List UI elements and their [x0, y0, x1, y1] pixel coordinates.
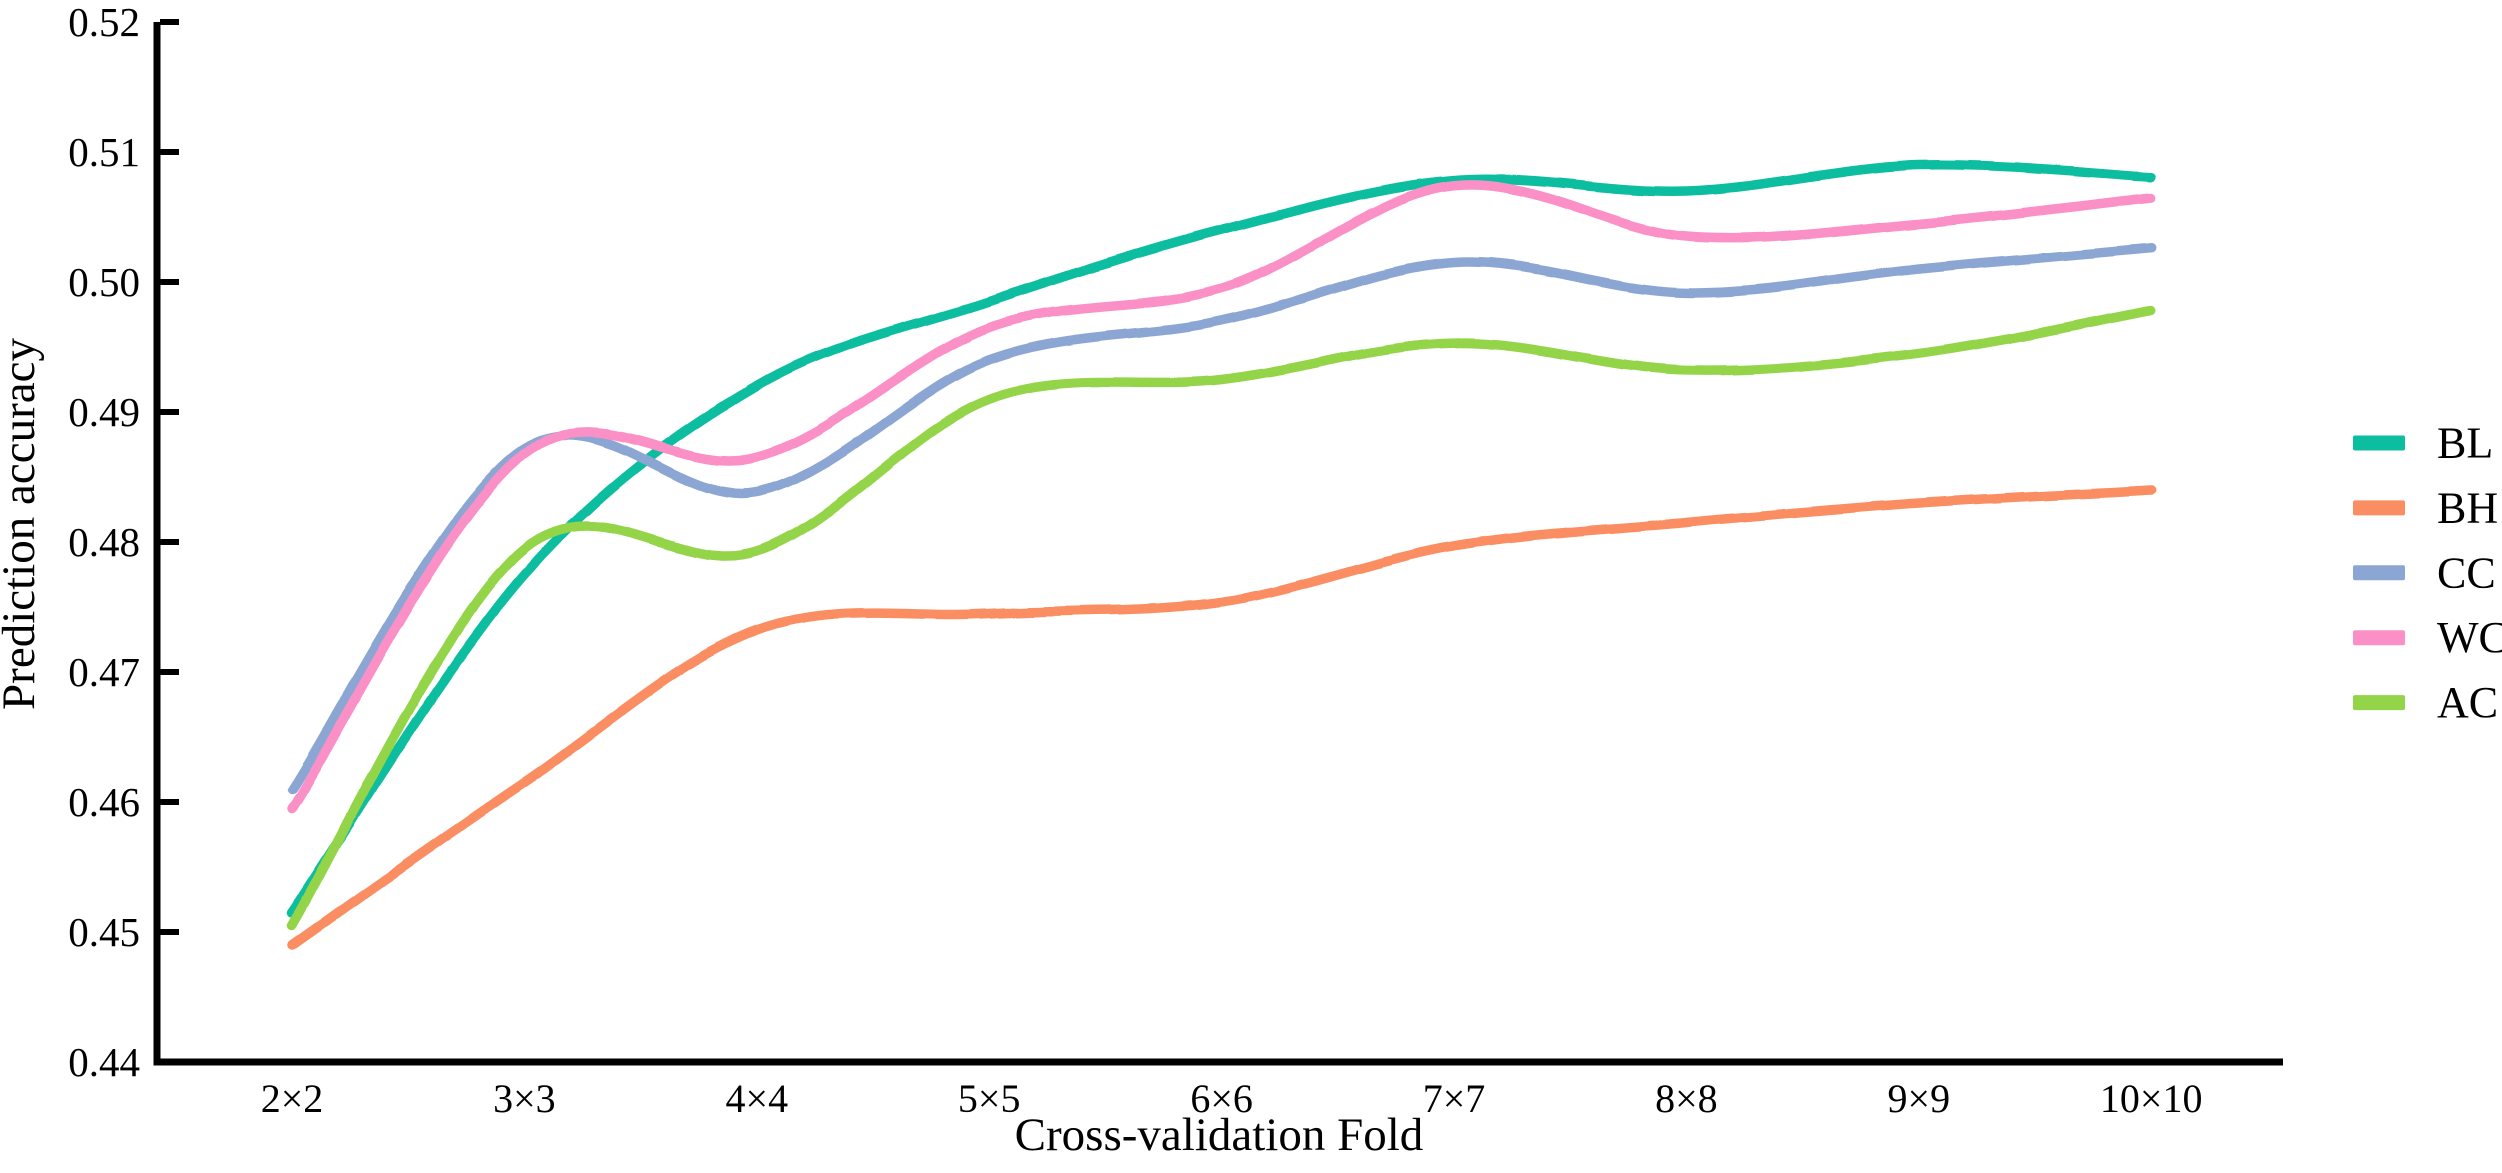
legend-item-WC: WC [2353, 613, 2502, 662]
legend-swatch [2353, 435, 2405, 451]
legend-swatch [2353, 695, 2405, 711]
series-line-BH [287, 485, 2156, 950]
x-tick-label: 7×7 [1423, 1076, 1486, 1121]
legend-swatch [2353, 630, 2405, 646]
legend: BL BH CC WC AC [2353, 419, 2502, 727]
x-axis-title: Cross-validation Fold [1015, 1109, 1424, 1161]
legend-item-BL: BL [2353, 419, 2493, 468]
y-tick-label: 0.47 [68, 649, 140, 695]
legend-label: WC [2437, 613, 2502, 662]
x-tick-label: 5×5 [958, 1076, 1021, 1121]
y-tick-label: 0.44 [68, 1039, 140, 1085]
legend-item-BH: BH [2353, 483, 2498, 532]
legend-label: BL [2437, 419, 2493, 468]
y-tick-label: 0.50 [68, 259, 140, 305]
series-line-WC [287, 180, 2156, 814]
x-tick-label: 3×3 [493, 1076, 556, 1121]
y-tick-label: 0.51 [68, 129, 140, 175]
x-tick-label: 8×8 [1655, 1076, 1718, 1121]
series-line-AC [287, 305, 2156, 931]
x-tick-label: 4×4 [726, 1076, 789, 1121]
series-line-BL [287, 159, 2156, 918]
y-tick-label: 0.48 [68, 519, 140, 565]
legend-swatch [2353, 565, 2405, 581]
x-tick-label: 9×9 [1888, 1076, 1951, 1121]
legend-label: CC [2437, 548, 2496, 597]
y-axis-title: Prediction accuracy [0, 338, 45, 710]
x-tick-label: 6×6 [1190, 1076, 1253, 1121]
axes [153, 19, 2283, 1066]
legend-swatch [2353, 500, 2405, 516]
y-tick-label: 0.49 [68, 389, 140, 435]
series-lines [287, 159, 2156, 950]
legend-label: BH [2437, 483, 2498, 532]
legend-item-CC: CC [2353, 548, 2496, 597]
x-tick-label: 2×2 [261, 1076, 324, 1121]
y-axis-tick-labels: 0.44 0.45 0.46 0.47 0.48 0.49 0.50 0.51 0.52 [68, 0, 140, 1085]
x-tick-label: 10×10 [2100, 1076, 2203, 1121]
x-axis-tick-labels: 2×2 3×3 4×4 5×5 6×6 7×7 8×8 9×9 10×10 [261, 1076, 2203, 1121]
y-tick-label: 0.45 [68, 909, 140, 955]
legend-item-AC: AC [2353, 678, 2498, 727]
y-tick-label: 0.46 [68, 779, 140, 825]
series-line-CC [287, 243, 2156, 794]
legend-label: AC [2437, 678, 2498, 727]
y-tick-label: 0.52 [68, 0, 140, 45]
